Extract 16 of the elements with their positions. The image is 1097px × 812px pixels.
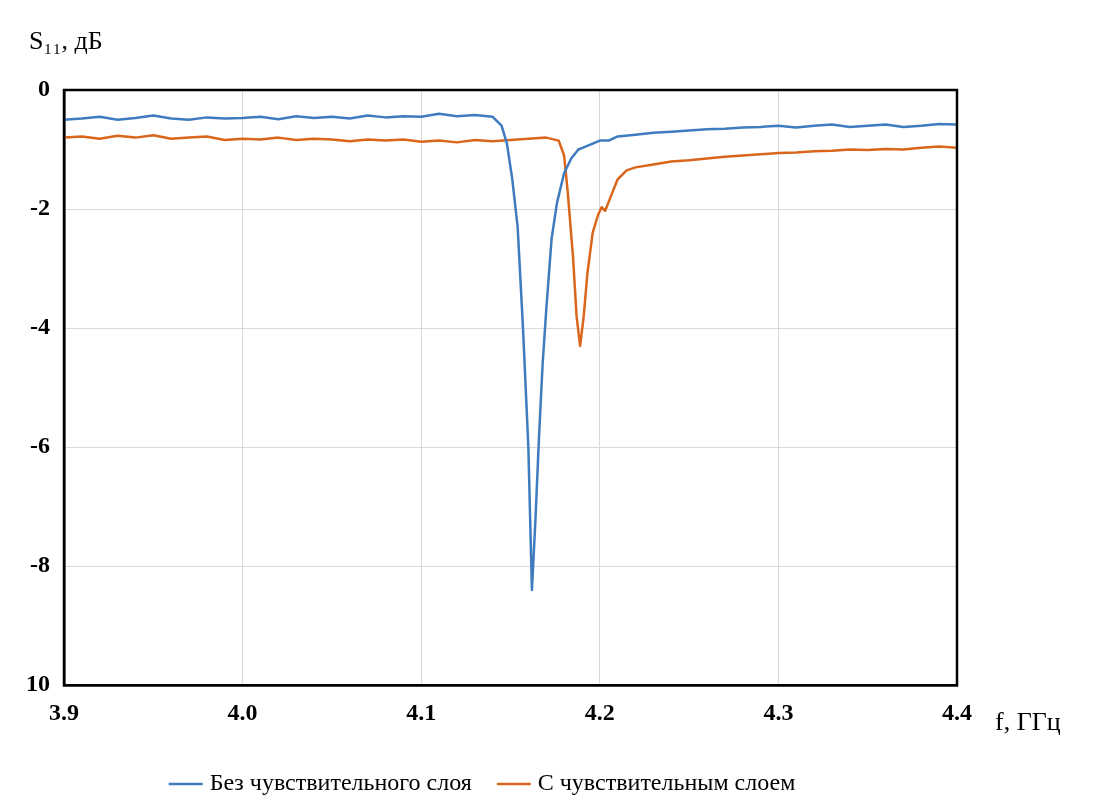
- x-axis-title: f, ГГц: [995, 707, 1061, 737]
- y-tick-label: -2: [30, 194, 50, 221]
- y-tick-label: 10: [26, 670, 50, 697]
- legend-label: С чувствительным слоем: [537, 769, 796, 796]
- x-tick-label: 4.0: [227, 698, 258, 725]
- y-tick-label: -6: [30, 432, 50, 459]
- x-tick-label: 4.1: [406, 698, 437, 725]
- x-tick-label: 3.9: [49, 698, 79, 725]
- y-tick-label: -4: [30, 313, 50, 340]
- y-tick-label: -8: [30, 551, 50, 578]
- y-axis-title: S₁₁, дБ: [29, 25, 103, 55]
- x-tick-label: 4.3: [763, 698, 794, 725]
- y-tick-label: 0: [38, 75, 50, 102]
- x-tick-label: 4.4: [942, 698, 972, 725]
- legend-label: Без чувствительного слоя: [209, 769, 472, 796]
- x-tick-label: 4.2: [584, 698, 615, 725]
